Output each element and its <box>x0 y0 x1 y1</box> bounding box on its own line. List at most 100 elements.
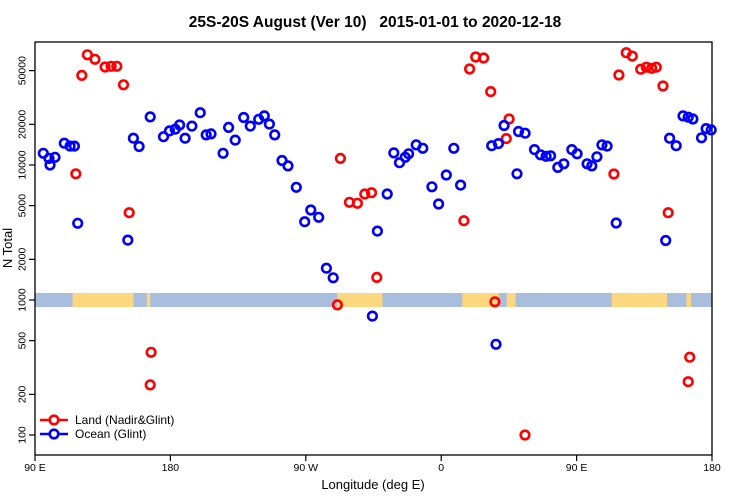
point-ocean <box>258 110 270 122</box>
point-ocean <box>663 132 676 144</box>
point-ocean <box>49 151 61 163</box>
point-ocean <box>498 119 510 132</box>
y-tick-label: 500 <box>17 332 29 350</box>
surface-strip <box>35 293 712 307</box>
axis-ticks: 100 200 500 1000 2000 5000 10000 20000 50000 90 E… <box>17 56 721 474</box>
point-ocean <box>591 151 603 163</box>
point-land <box>76 69 88 81</box>
point-land <box>657 80 669 92</box>
point-ocean <box>544 150 557 162</box>
y-tick-label: 1000 <box>17 288 29 312</box>
point-land <box>489 296 501 308</box>
point-ocean <box>200 129 212 141</box>
point-land <box>458 215 470 227</box>
point-land <box>684 351 696 363</box>
point-land <box>650 61 662 73</box>
x-tick-label: 0 <box>438 462 444 474</box>
point-ocean <box>403 148 415 160</box>
point-ocean <box>43 152 55 164</box>
point-ocean <box>511 168 523 180</box>
point-land <box>351 197 364 209</box>
point-ocean <box>290 181 302 193</box>
point-ocean <box>440 169 452 181</box>
point-ocean <box>64 140 76 152</box>
point-land <box>70 168 82 180</box>
point-ocean <box>186 120 198 132</box>
point-ocean <box>163 125 176 137</box>
point-ocean <box>610 217 622 229</box>
legend-marker-icon <box>48 414 60 426</box>
point-ocean <box>122 234 134 246</box>
y-tick-label: 10000 <box>17 150 29 179</box>
point-land <box>111 60 123 72</box>
point-ocean <box>687 113 699 125</box>
point-ocean <box>133 140 145 153</box>
point-ocean <box>540 150 552 162</box>
point-ocean <box>512 125 525 138</box>
point-land <box>646 62 658 74</box>
strip-land-segment <box>337 293 383 307</box>
point-ocean <box>157 131 170 143</box>
point-ocean <box>677 110 689 122</box>
strip-land-segment <box>506 293 516 307</box>
point-ocean <box>299 216 311 228</box>
y-tick-label: 5000 <box>17 194 29 218</box>
y-tick-label: 200 <box>17 385 29 403</box>
point-land <box>123 207 135 219</box>
point-ocean <box>244 120 256 132</box>
point-land <box>478 52 490 64</box>
x-tick-label: 180 <box>703 462 721 474</box>
point-ocean <box>448 142 460 154</box>
point-land <box>608 168 620 180</box>
point-ocean <box>700 123 712 135</box>
point-land <box>464 63 476 75</box>
point-land <box>145 346 157 358</box>
point-land <box>662 207 674 219</box>
point-land <box>99 61 111 73</box>
point-ocean <box>282 160 294 172</box>
point-ocean <box>229 134 241 146</box>
strip-land-segment <box>72 293 134 307</box>
y-tick-label: 50000 <box>17 56 29 85</box>
strip-land-segment <box>611 293 668 307</box>
point-ocean <box>571 148 583 160</box>
x-tick-label: 90 W <box>294 462 319 474</box>
point-ocean <box>68 140 80 152</box>
point-ocean <box>371 225 384 237</box>
point-land <box>626 50 638 62</box>
x-tick-label: 90 E <box>566 462 588 474</box>
point-ocean <box>519 127 531 139</box>
point-ocean <box>366 310 379 322</box>
point-land <box>485 85 497 98</box>
point-land <box>500 133 512 145</box>
legend-marker-icon <box>48 428 60 440</box>
point-ocean <box>558 158 570 170</box>
point-ocean <box>217 147 229 159</box>
point-ocean <box>305 204 317 216</box>
point-land <box>613 69 625 81</box>
plot-frame <box>34 41 713 456</box>
point-ocean <box>269 129 281 141</box>
point-land <box>334 152 347 164</box>
point-land <box>359 188 371 200</box>
point-ocean <box>417 142 429 154</box>
legend-label: Land (Nadir&Glint) <box>75 413 174 427</box>
point-ocean <box>320 262 333 274</box>
chart-title: 25S-20S August (Ver 10) 2015-01-01 to 20… <box>189 14 562 31</box>
point-ocean <box>223 121 235 133</box>
point-ocean <box>660 234 672 247</box>
y-tick-label: 2000 <box>17 248 29 272</box>
strip-land-segment <box>686 293 691 307</box>
y-tick-label: 100 <box>17 426 29 444</box>
legend: Land (Nadir&Glint)Ocean (Glint) <box>40 413 174 441</box>
point-ocean <box>586 160 598 172</box>
point-land <box>640 61 652 73</box>
point-ocean <box>381 188 393 200</box>
point-land <box>371 271 383 284</box>
point-ocean <box>492 138 505 150</box>
x-axis-label: Longitude (deg E) <box>321 477 424 492</box>
point-ocean <box>596 139 608 151</box>
point-ocean <box>238 111 250 124</box>
